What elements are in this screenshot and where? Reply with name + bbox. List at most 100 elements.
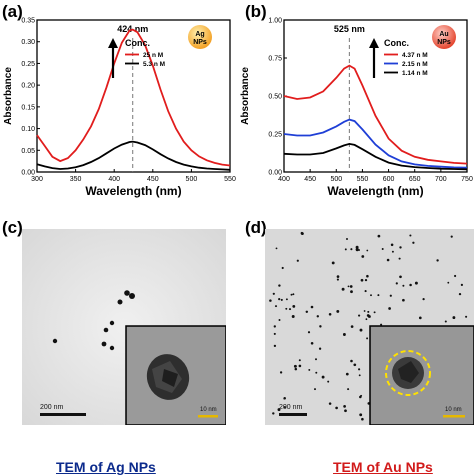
au-particle bbox=[460, 283, 464, 287]
series-line-0 bbox=[283, 64, 468, 165]
tem-image-ag: 200 nm 10 nm bbox=[22, 229, 226, 425]
au-particle bbox=[285, 307, 288, 310]
au-particle bbox=[350, 290, 353, 294]
au-particle bbox=[409, 283, 412, 287]
y-tick-label: 0.30 bbox=[21, 39, 35, 46]
legend-entry-label: 1.14 n M bbox=[402, 70, 428, 77]
au-particle bbox=[391, 250, 394, 253]
caption-ag: TEM of Ag NPs bbox=[56, 459, 156, 475]
y-tick-label: 0.20 bbox=[21, 83, 35, 90]
x-tick-label: 650 bbox=[409, 176, 421, 183]
plot-frame bbox=[36, 19, 231, 173]
au-particle bbox=[346, 238, 348, 240]
au-particle bbox=[345, 372, 349, 376]
y-tick-label: 0.25 bbox=[268, 132, 282, 139]
au-particle bbox=[310, 342, 314, 345]
legend-entry-label: 5.3 n M bbox=[143, 61, 165, 68]
panel-letter-c: (c) bbox=[2, 218, 23, 237]
au-particle bbox=[458, 292, 462, 296]
au-particle bbox=[316, 315, 319, 318]
chart-ag-absorbance: 300 350 400 450 500 550 0.00 0.05 0.10 0.15 0.20 0.… bbox=[3, 18, 236, 199]
au-particle bbox=[292, 305, 296, 308]
y-tick-label: 1.00 bbox=[268, 18, 282, 25]
au-inset: 10 nm bbox=[369, 325, 474, 425]
au-particle bbox=[285, 298, 288, 301]
au-particle bbox=[388, 307, 391, 310]
au-particle bbox=[360, 278, 364, 282]
x-axis-label: Wavelength (nm) bbox=[327, 184, 423, 198]
y-axis-label: Absorbance bbox=[240, 67, 251, 125]
au-particle bbox=[288, 308, 292, 311]
np-badge bbox=[188, 25, 212, 49]
ag-particles bbox=[52, 290, 135, 351]
au-particle bbox=[294, 367, 298, 371]
ag-inset: 10 nm bbox=[125, 325, 226, 425]
au-particle bbox=[399, 275, 402, 279]
legend-title: Conc. bbox=[125, 38, 150, 48]
au-particle bbox=[315, 371, 318, 374]
au-particle bbox=[370, 294, 372, 297]
x-tick-label: 350 bbox=[70, 176, 82, 183]
au-particle bbox=[359, 413, 363, 417]
arrow-head bbox=[108, 38, 118, 48]
au-particle bbox=[366, 274, 369, 278]
ag-inset-scale-label: 10 nm bbox=[200, 407, 217, 413]
panel-letter-a: (a) bbox=[2, 2, 23, 21]
y-tick-label: 0.35 bbox=[21, 18, 35, 25]
au-particle bbox=[343, 405, 346, 408]
au-particle bbox=[278, 297, 281, 301]
au-particle bbox=[278, 284, 281, 287]
au-particle bbox=[359, 328, 363, 332]
y-tick-label: 0.05 bbox=[21, 148, 35, 155]
au-particle bbox=[436, 259, 439, 262]
au-particle bbox=[336, 275, 340, 278]
au-particle bbox=[293, 364, 297, 368]
np-badge-line1: Ag bbox=[195, 31, 204, 38]
y-tick-label: 0.00 bbox=[268, 170, 282, 177]
au-particle bbox=[341, 287, 345, 291]
y-tick-label: 0.00 bbox=[21, 170, 35, 177]
au-particle bbox=[281, 266, 284, 270]
au-particle bbox=[328, 402, 332, 405]
au-particle bbox=[277, 408, 281, 412]
au-particle bbox=[358, 314, 361, 317]
au-particle bbox=[269, 299, 272, 302]
au-particle bbox=[274, 305, 278, 308]
x-tick-label: 550 bbox=[357, 176, 369, 183]
au-particle bbox=[344, 409, 347, 413]
au-scale-bar: 200 nm bbox=[279, 404, 307, 416]
au-particle bbox=[366, 337, 369, 340]
au-particle bbox=[377, 234, 381, 238]
au-particle bbox=[308, 368, 311, 371]
au-particle bbox=[409, 234, 412, 237]
au-particle bbox=[363, 310, 366, 312]
au-particle bbox=[342, 333, 346, 336]
x-tick-label: 450 bbox=[147, 176, 159, 183]
au-particle bbox=[350, 325, 354, 328]
series-line-1 bbox=[36, 140, 231, 171]
series-line-2 bbox=[283, 142, 468, 171]
x-tick-label: 550 bbox=[224, 176, 236, 183]
au-particle bbox=[310, 305, 314, 309]
x-axis-label: Wavelength (nm) bbox=[85, 184, 181, 198]
tem-ag-drawing: 200 nm 10 nm bbox=[22, 229, 226, 425]
au-particle bbox=[450, 235, 453, 238]
au-inset-scale-label: 10 nm bbox=[445, 407, 462, 413]
au-particle bbox=[272, 412, 275, 415]
au-particle bbox=[280, 298, 283, 301]
au-particle bbox=[353, 363, 357, 367]
au-particle bbox=[364, 278, 368, 282]
x-tick-label: 300 bbox=[31, 176, 43, 183]
np-badge bbox=[432, 25, 456, 49]
legend-entry-label: 25 n M bbox=[143, 52, 163, 59]
au-particle bbox=[272, 292, 275, 295]
au-particle bbox=[298, 364, 302, 368]
legend-entry-label: 2.15 n M bbox=[402, 61, 428, 68]
au-particle bbox=[398, 257, 401, 260]
panel-letter-d: (d) bbox=[245, 218, 267, 237]
au-particle bbox=[358, 368, 361, 371]
au-particle bbox=[296, 259, 299, 262]
x-tick-label: 500 bbox=[330, 176, 342, 183]
np-badge-line2: NPs bbox=[193, 39, 207, 46]
x-tick-label: 700 bbox=[435, 176, 447, 183]
